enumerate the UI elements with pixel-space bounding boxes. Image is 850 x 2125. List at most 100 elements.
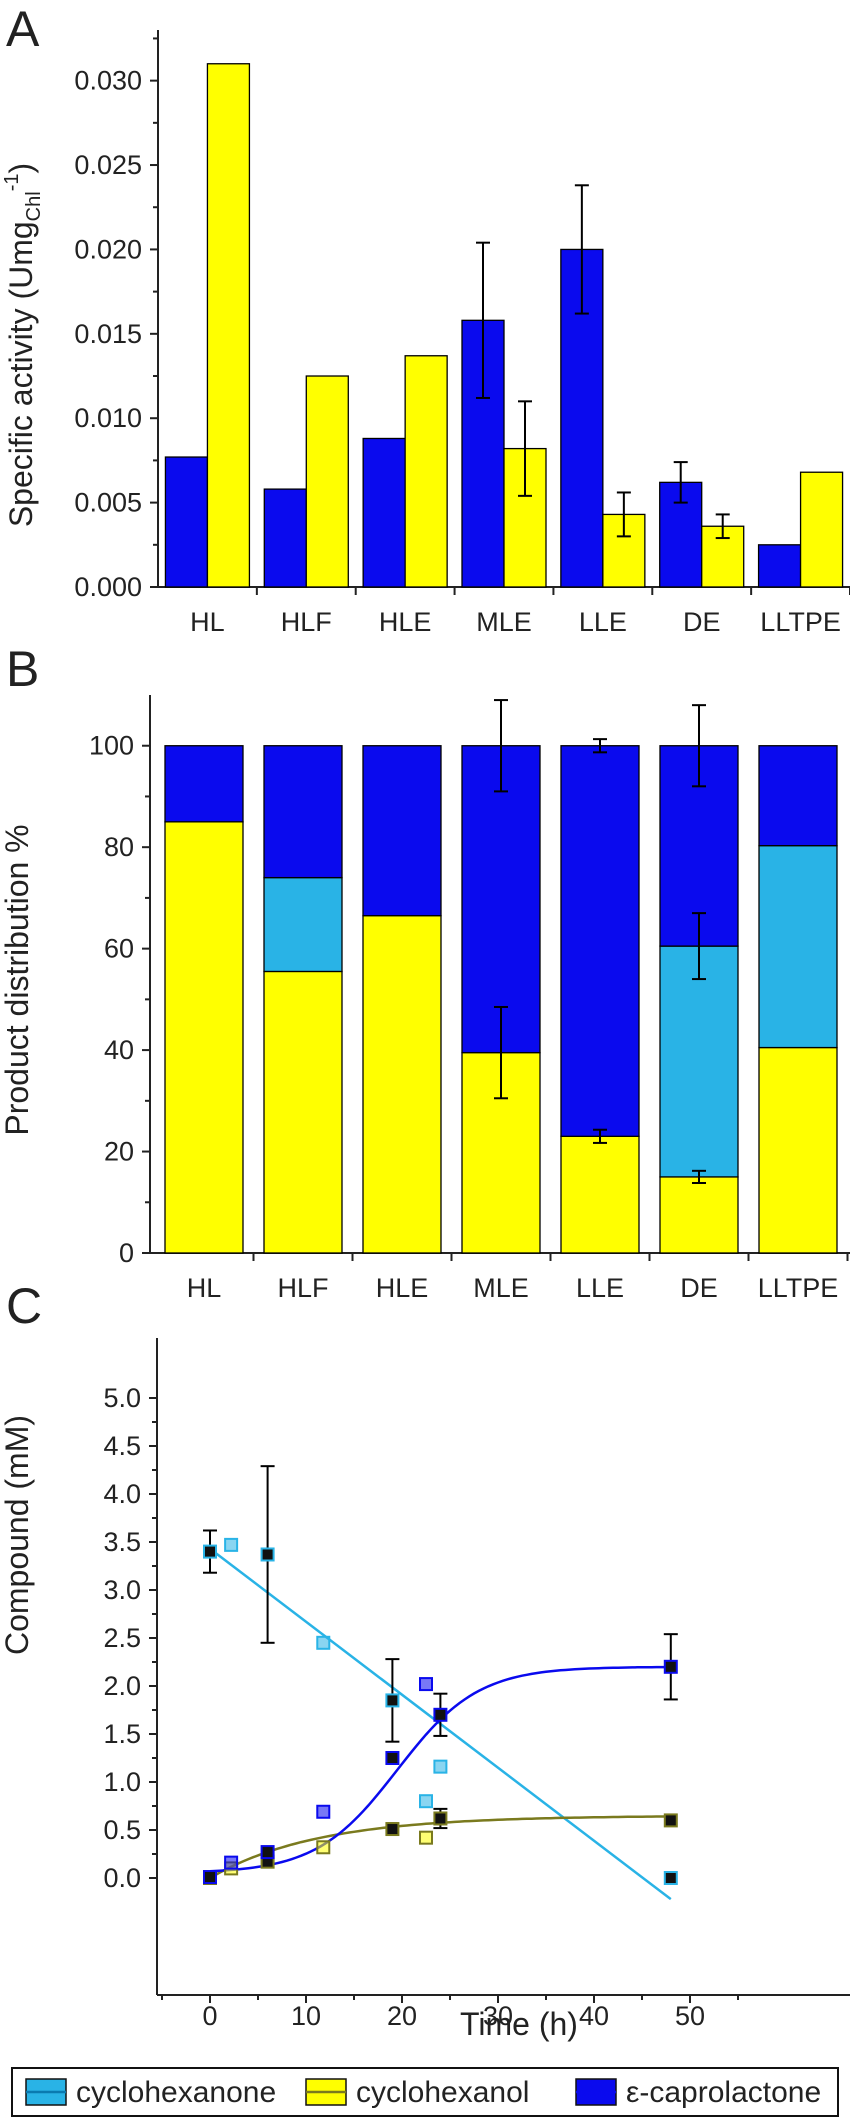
panel-c-point-cyclohexanol xyxy=(419,1830,433,1845)
panel-a-y-tick-label: 0.005 xyxy=(74,488,142,518)
panel-a-y-tick-label: 0.000 xyxy=(74,572,142,602)
panel-b-bar-segment-caprolactone-lltpe xyxy=(758,745,838,847)
panel-c-point-cyclohexanol xyxy=(663,1813,678,1828)
panel-c: C Compound (mM) Time (h) 0.0 0.5 1.0 1.5 2.0… xyxy=(0,1278,850,2042)
panel-b-x-tick-label: DE xyxy=(680,1273,718,1303)
panel-a-y-axis-title-sup: -1 xyxy=(1,174,23,192)
panel-c-y-tick-label: 2.5 xyxy=(103,1623,141,1653)
panel-c-point-caprolactone xyxy=(316,1804,331,1819)
panel-c-point-cyclohexanone xyxy=(316,1635,331,1650)
panel-b-bar-segment-cyclohexanol-hle xyxy=(362,915,442,1254)
panel-b-bar-segment-caprolactone-mle xyxy=(461,745,541,1054)
panel-a-y-tick-label: 0.030 xyxy=(74,66,142,96)
panel-b: B Product distribution % 0 20 40 60 80 100 HL H… xyxy=(0,641,850,1303)
panel-c-y-tick-label: 2.0 xyxy=(103,1671,141,1701)
panel-a-x-tick-label: HL xyxy=(190,607,225,637)
panel-a-bar-blue-hle xyxy=(362,437,406,588)
panel-c-x-tick-label: 50 xyxy=(675,2001,705,2031)
panel-c-point-cyclohexanone xyxy=(224,1537,239,1552)
panel-c-point-caprolactone xyxy=(385,1751,400,1765)
panel-b-x-tick-label: HLF xyxy=(277,1273,328,1303)
panel-b-bar-segment-caprolactone-hlf xyxy=(263,745,343,879)
panel-c-y-tick-label: 1.5 xyxy=(103,1719,141,1749)
panel-a-y-axis-title: Specific activity (UmgChl-1) xyxy=(1,163,45,527)
panel-b-y-tick-label: 60 xyxy=(104,934,134,964)
panel-c-point-caprolactone xyxy=(224,1855,239,1870)
panel-c-y-tick-label: 0.5 xyxy=(103,1815,141,1845)
legend-label: cyclohexanol xyxy=(356,2076,529,2109)
panel-b-y-tick-label: 100 xyxy=(89,731,134,761)
panel-b-bar-segment-cyclohexanol-hlf xyxy=(263,970,343,1254)
panel-c-y-tick-label: 4.5 xyxy=(103,1431,141,1461)
panel-b-y-tick-label: 0 xyxy=(119,1238,134,1268)
panel-c-x-tick-label: 30 xyxy=(483,2001,513,2031)
panel-c-x-tick-label: 10 xyxy=(291,2001,321,2031)
panel-a-x-tick-label: MLE xyxy=(476,607,532,637)
panel-b-y-axis-title: Product distribution % xyxy=(0,824,35,1135)
panel-c-x-tick-label: 20 xyxy=(387,2001,417,2031)
panel-b-bar-segment-cyclohexanol-lltpe xyxy=(758,1046,838,1254)
panel-c-point-caprolactone xyxy=(260,1845,275,1860)
panel-c-point-cyclohexanone xyxy=(385,1693,400,1708)
legend-label: ε-caprolactone xyxy=(626,2076,821,2109)
panel-b-y-tick-label: 80 xyxy=(104,832,134,862)
panel-a-y-axis-title-sub: Chl xyxy=(23,191,45,221)
panel-c-point-cyclohexanol xyxy=(433,1811,448,1826)
panel-b-bar-segment-cyclohexanol-hl xyxy=(164,821,244,1254)
panel-a-y-tick-label: 0.010 xyxy=(74,403,142,433)
panel-b-bar-segment-cyclohexanol-de xyxy=(659,1176,739,1254)
panel-a-y-tick-label: 0.025 xyxy=(74,150,142,180)
panel-c-point-caprolactone xyxy=(419,1677,433,1692)
legend-box xyxy=(11,2067,839,2117)
panel-a-bar-yellow-hle xyxy=(404,355,448,588)
panel-b-x-tick-label: LLTPE xyxy=(758,1273,839,1303)
legend: cyclohexanone cyclohexanol ε-caprolactone xyxy=(11,2067,839,2117)
panel-a-y-axis-title-close: ) xyxy=(3,163,39,174)
panel-c-point-cyclohexanol xyxy=(316,1840,331,1855)
panel-a-x-tick-label: LLE xyxy=(579,607,627,637)
panel-c-point-cyclohexanol xyxy=(385,1822,400,1837)
panel-a-x-tick-label: HLF xyxy=(281,607,332,637)
panel-a-bar-yellow-lltpe xyxy=(799,471,844,588)
panel-b-bar-segment-cyclohexanone-lltpe xyxy=(758,845,838,1049)
panel-b-x-tick-label: MLE xyxy=(473,1273,529,1303)
panel-c-point-caprolactone xyxy=(663,1659,678,1674)
panel-c-point-caprolactone xyxy=(433,1707,448,1722)
panel-a-x-tick-label: HLE xyxy=(379,607,432,637)
legend-label: cyclohexanone xyxy=(76,2076,276,2109)
panel-b-bar-segment-caprolactone-hle xyxy=(362,745,442,917)
panel-a-y-tick-label: 0.015 xyxy=(74,319,142,349)
panel-b-y-tick-label: 40 xyxy=(104,1035,134,1065)
panel-letter-c: C xyxy=(6,1278,42,1334)
panel-a-bar-blue-hlf xyxy=(263,488,307,588)
panel-c-y-axis-title: Compound (mM) xyxy=(0,1415,35,1655)
panel-a-bar-yellow-hl xyxy=(206,63,251,588)
panel-a-bar-yellow-hlf xyxy=(305,375,349,588)
panel-letter-a: A xyxy=(6,1,40,57)
panel-a-x-tick-label: LLTPE xyxy=(760,607,841,637)
panel-c-point-cyclohexanone xyxy=(663,1871,678,1885)
panel-b-bar-segment-caprolactone-lle xyxy=(560,745,640,1137)
panel-a-bar-blue-hl xyxy=(164,456,209,588)
panel-a-y-axis-title-main: Specific activity (Umg xyxy=(3,221,39,527)
panel-c-point-cyclohexanone xyxy=(419,1794,433,1809)
panel-b-y-tick-label: 20 xyxy=(104,1137,134,1167)
panel-c-point-cyclohexanone xyxy=(203,1544,217,1559)
panel-letter-b: B xyxy=(6,641,39,697)
panel-c-y-tick-label: 1.0 xyxy=(103,1767,141,1797)
panel-b-bar-segment-cyclohexanone-hlf xyxy=(263,876,343,973)
panel-c-y-tick-label: 0.0 xyxy=(103,1863,141,1893)
panel-a-bar-blue-lltpe xyxy=(757,544,802,588)
panel-a-y-tick-label: 0.020 xyxy=(74,234,142,264)
panel-c-y-tick-label: 5.0 xyxy=(103,1383,141,1413)
panel-c-y-tick-label: 3.5 xyxy=(103,1527,141,1557)
panel-b-x-tick-label: LLE xyxy=(576,1273,624,1303)
panel-b-x-tick-label: HL xyxy=(187,1273,222,1303)
panel-c-point-cyclohexanone xyxy=(433,1759,448,1774)
panel-c-x-tick-label: 40 xyxy=(579,2001,609,2031)
panel-b-bar-segment-caprolactone-hl xyxy=(164,745,244,823)
panel-b-bar-segment-cyclohexanol-lle xyxy=(560,1135,640,1254)
panel-c-x-axis-title: Time (h) xyxy=(460,2006,578,2042)
panel-c-y-tick-label: 4.0 xyxy=(103,1479,141,1509)
